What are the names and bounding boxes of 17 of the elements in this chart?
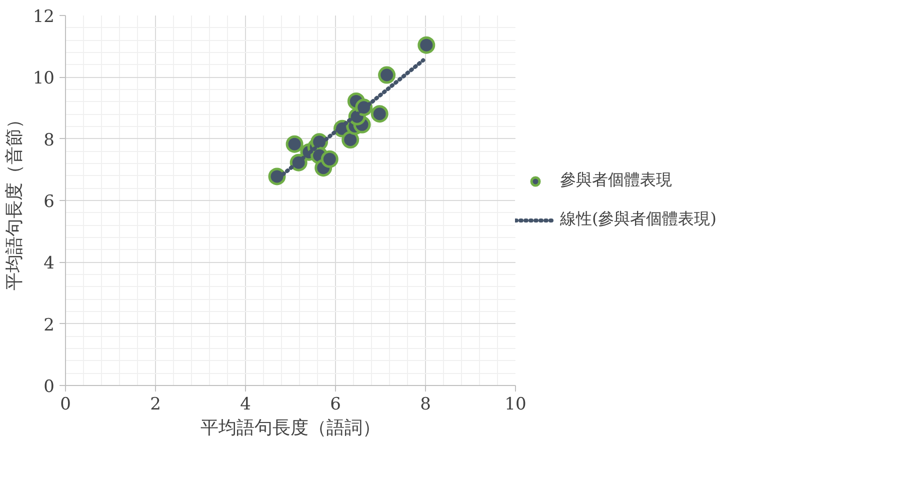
- x-tick-label: 0: [60, 394, 71, 414]
- y-tick-label: 10: [32, 68, 55, 89]
- x-axis-title: 平均語句長度（語詞）: [200, 418, 380, 438]
- y-tick-label: 0: [44, 377, 55, 397]
- y-tick-label: 8: [44, 130, 55, 150]
- x-tick-label: 6: [330, 394, 341, 414]
- y-axis-title: 平均語句長度（音節）: [4, 110, 25, 290]
- y-tick-label: 12: [32, 7, 55, 27]
- legend-label: 線性(參與者個體表現): [560, 209, 716, 230]
- x-tick-label: 8: [420, 394, 431, 414]
- y-tick-label: 4: [44, 254, 55, 274]
- legend-label: 參與者個體表現: [560, 170, 672, 191]
- y-tick-label: 6: [44, 192, 55, 212]
- x-tick-label: 2: [150, 394, 161, 414]
- y-tick-label: 2: [44, 315, 55, 336]
- x-tick-label: 4: [240, 394, 251, 414]
- x-tick-label: 10: [504, 394, 526, 414]
